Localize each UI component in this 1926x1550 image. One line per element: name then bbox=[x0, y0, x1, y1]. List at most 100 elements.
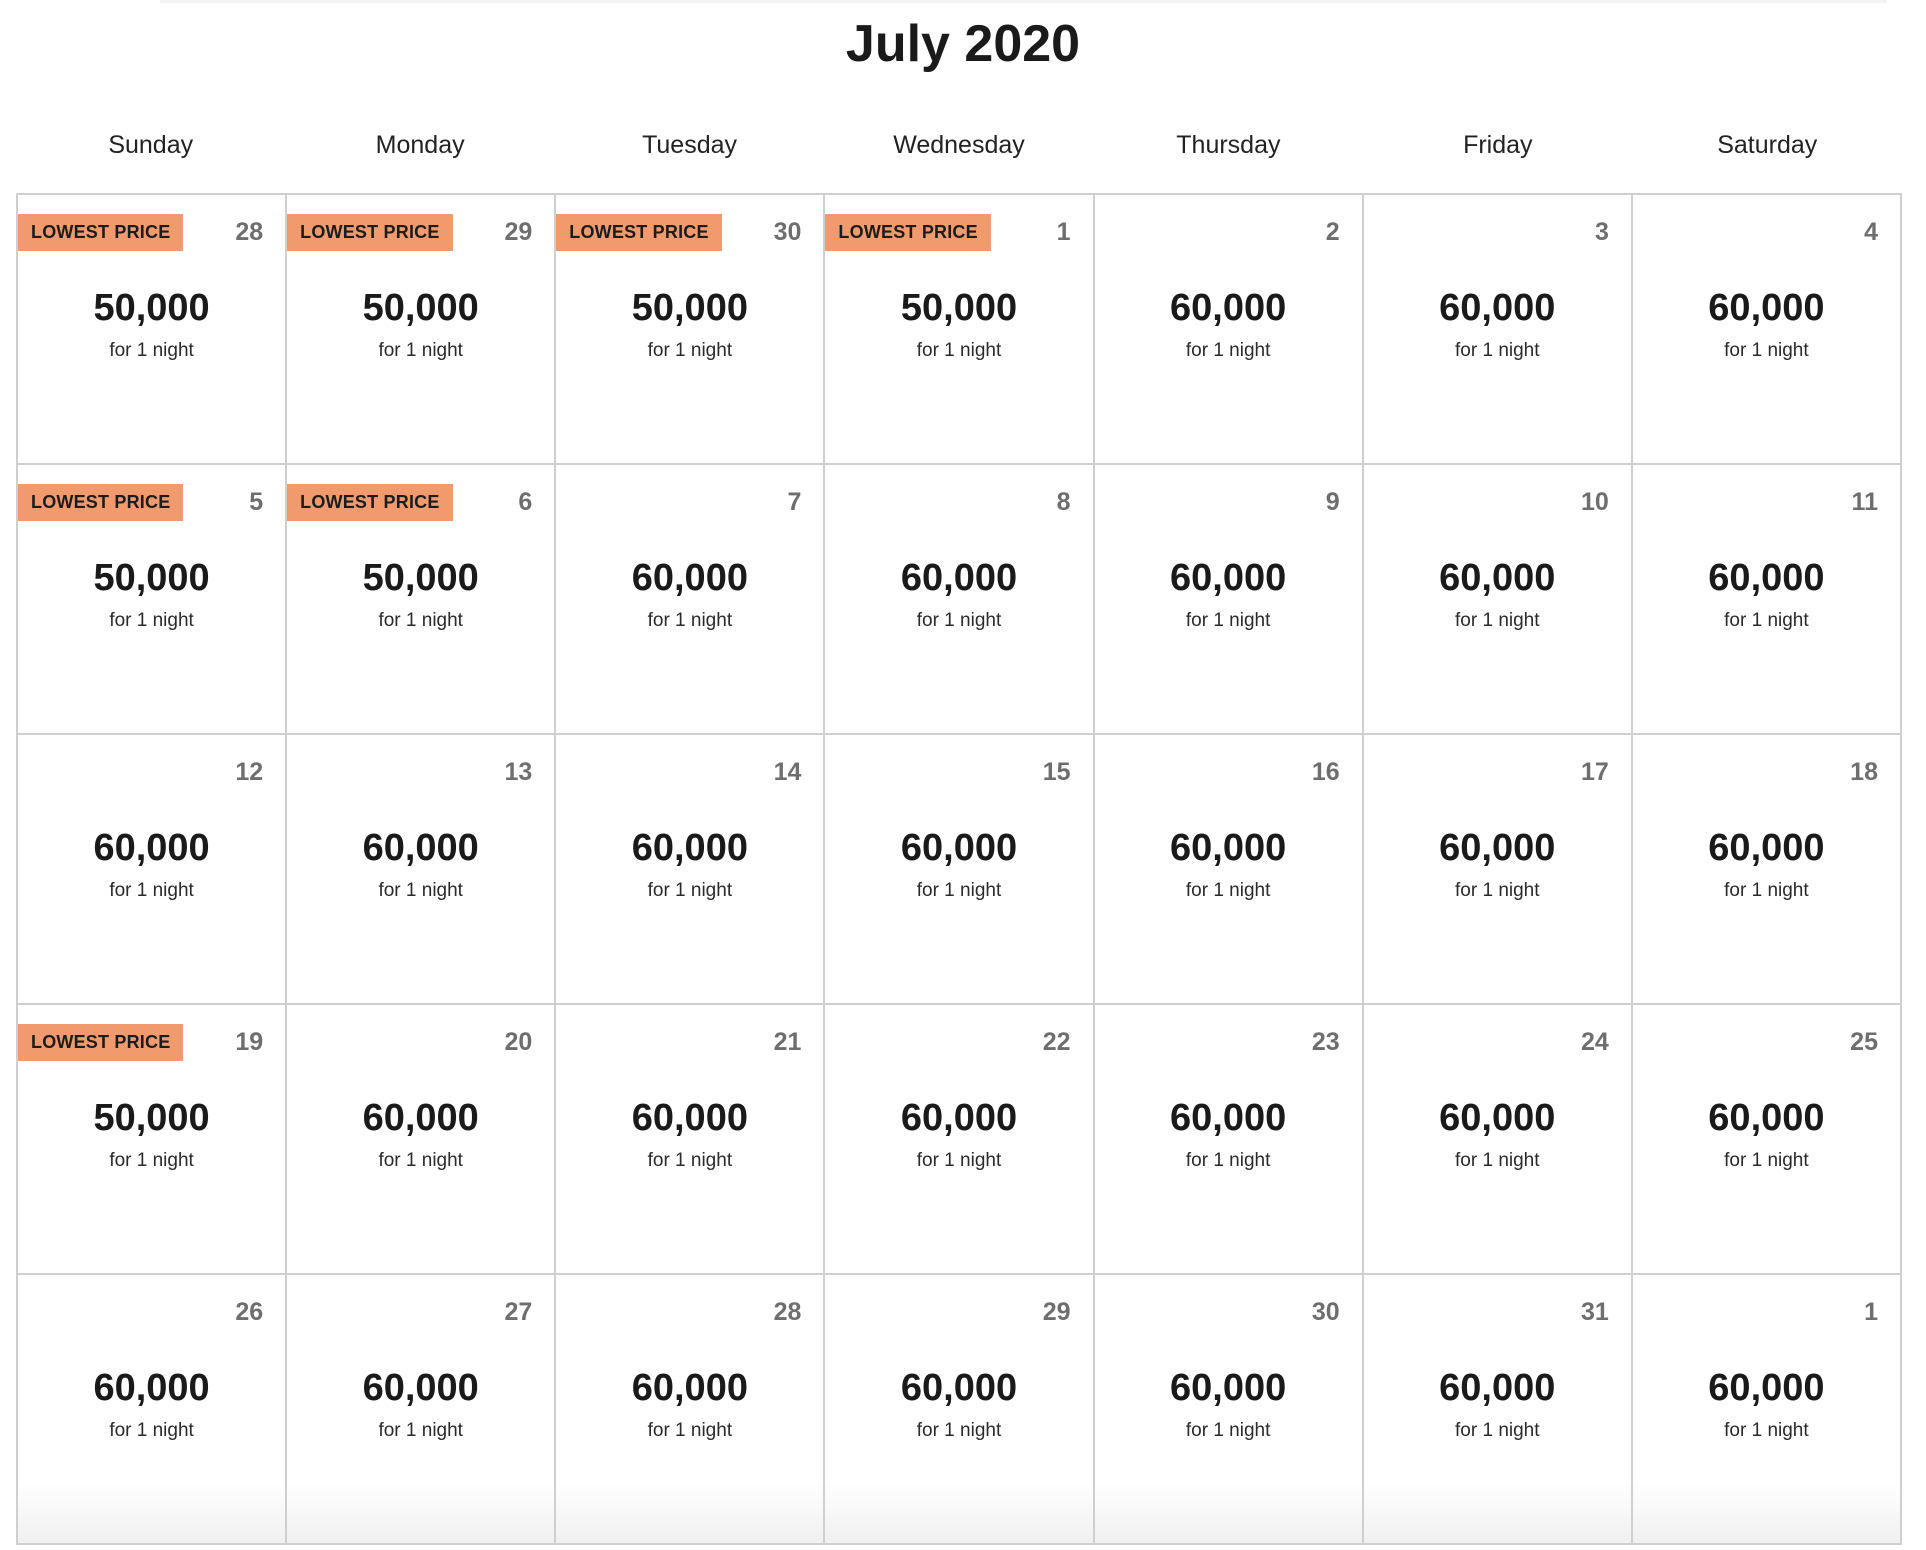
weekday-header: Sunday Monday Tuesday Wednesday Thursday… bbox=[16, 125, 1902, 165]
points-price: 50,000 bbox=[93, 287, 210, 329]
day-cell[interactable]: 11 60,000 for 1 night bbox=[1632, 465, 1902, 735]
day-cell[interactable]: 23 60,000 for 1 night bbox=[1094, 1005, 1364, 1275]
day-cell[interactable]: 14 60,000 for 1 night bbox=[556, 735, 826, 1005]
points-price: 60,000 bbox=[900, 1097, 1018, 1139]
day-cell[interactable]: 12 60,000 for 1 night bbox=[18, 735, 288, 1005]
day-number: 22 bbox=[1042, 1028, 1071, 1056]
day-cell[interactable]: 7 60,000 for 1 night bbox=[556, 465, 826, 735]
day-cell[interactable]: 25 60,000 for 1 night bbox=[1632, 1005, 1902, 1275]
points-price: 60,000 bbox=[631, 557, 748, 599]
nights-label: for 1 night bbox=[916, 1420, 1002, 1441]
weekday-friday: Friday bbox=[1463, 131, 1533, 159]
nights-label: for 1 night bbox=[1455, 340, 1540, 361]
points-price: 60,000 bbox=[631, 1097, 748, 1139]
points-price: 60,000 bbox=[1170, 1097, 1287, 1139]
day-number: 13 bbox=[504, 758, 533, 786]
points-price: 60,000 bbox=[362, 827, 479, 869]
nights-label: for 1 night bbox=[647, 340, 733, 361]
points-price: 50,000 bbox=[93, 557, 210, 599]
day-number: 3 bbox=[1594, 218, 1609, 246]
day-cell[interactable]: 15 60,000 for 1 night bbox=[825, 735, 1095, 1005]
day-number: 24 bbox=[1581, 1028, 1609, 1056]
nights-label: for 1 night bbox=[916, 340, 1002, 361]
day-cell[interactable]: 26 60,000 for 1 night bbox=[18, 1275, 288, 1545]
day-cell[interactable]: 31 60,000 for 1 night bbox=[1363, 1275, 1633, 1545]
weekday-monday: Monday bbox=[375, 131, 465, 159]
day-number: 15 bbox=[1042, 758, 1071, 786]
day-number: 6 bbox=[518, 488, 533, 516]
day-number: 29 bbox=[504, 218, 533, 246]
day-cell[interactable]: 1 60,000 for 1 night bbox=[1632, 1275, 1902, 1545]
day-number: 10 bbox=[1581, 488, 1609, 516]
day-cell[interactable]: 17 60,000 for 1 night bbox=[1363, 735, 1633, 1005]
day-cell[interactable]: 27 60,000 for 1 night bbox=[287, 1275, 557, 1545]
nights-label: for 1 night bbox=[378, 340, 463, 361]
day-cell[interactable]: 18 60,000 for 1 night bbox=[1632, 735, 1902, 1005]
day-cell[interactable]: LOWEST PRICE 19 50,000 for 1 night bbox=[18, 1005, 288, 1275]
points-price: 60,000 bbox=[1439, 287, 1556, 329]
day-cell[interactable]: LOWEST PRICE 6 50,000 for 1 night bbox=[287, 465, 557, 735]
nights-label: for 1 night bbox=[1724, 880, 1809, 901]
day-cell[interactable]: 4 60,000 for 1 night bbox=[1632, 195, 1902, 465]
day-cell[interactable]: LOWEST PRICE 30 50,000 for 1 night bbox=[556, 195, 826, 465]
day-cell[interactable]: 24 60,000 for 1 night bbox=[1363, 1005, 1633, 1275]
points-price: 60,000 bbox=[900, 557, 1018, 599]
points-price: 50,000 bbox=[631, 287, 748, 329]
nights-label: for 1 night bbox=[378, 1150, 463, 1171]
points-price: 60,000 bbox=[93, 827, 210, 869]
day-cell[interactable]: 3 60,000 for 1 night bbox=[1363, 195, 1633, 465]
day-cell[interactable]: 22 60,000 for 1 night bbox=[825, 1005, 1095, 1275]
nights-label: for 1 night bbox=[109, 1150, 194, 1171]
nights-label: for 1 night bbox=[647, 1150, 733, 1171]
day-number: 16 bbox=[1311, 758, 1340, 786]
day-cell[interactable]: 20 60,000 for 1 night bbox=[287, 1005, 557, 1275]
month-title: July 2020 bbox=[845, 15, 1081, 73]
points-price: 50,000 bbox=[900, 287, 1018, 329]
nights-label: for 1 night bbox=[378, 880, 463, 901]
bottom-fade bbox=[18, 1483, 286, 1543]
day-number: 4 bbox=[1864, 218, 1878, 246]
day-cell[interactable]: LOWEST PRICE 1 50,000 for 1 night bbox=[825, 195, 1095, 465]
day-cell[interactable]: LOWEST PRICE 29 50,000 for 1 night bbox=[287, 195, 557, 465]
day-number: 5 bbox=[249, 488, 264, 516]
points-price: 60,000 bbox=[900, 827, 1018, 869]
day-cell[interactable]: 28 60,000 for 1 night bbox=[556, 1275, 826, 1545]
day-number: 27 bbox=[504, 1298, 533, 1326]
day-cell[interactable]: 8 60,000 for 1 night bbox=[825, 465, 1095, 735]
day-cell[interactable]: 29 60,000 for 1 night bbox=[825, 1275, 1095, 1545]
day-number: 1 bbox=[1056, 218, 1071, 246]
day-cell[interactable]: 30 60,000 for 1 night bbox=[1094, 1275, 1364, 1545]
points-price: 50,000 bbox=[362, 287, 479, 329]
nights-label: for 1 night bbox=[1724, 1150, 1809, 1171]
day-number: 17 bbox=[1581, 758, 1609, 786]
day-cell[interactable]: 13 60,000 for 1 night bbox=[287, 735, 557, 1005]
lowest-price-badge: LOWEST PRICE bbox=[18, 214, 184, 251]
weekday-saturday: Saturday bbox=[1717, 131, 1818, 159]
weekday-wednesday: Wednesday bbox=[893, 131, 1025, 159]
day-number: 7 bbox=[787, 488, 802, 516]
nights-label: for 1 night bbox=[1185, 880, 1271, 901]
nights-label: for 1 night bbox=[916, 610, 1002, 631]
points-price: 50,000 bbox=[93, 1097, 210, 1139]
day-cell[interactable]: 10 60,000 for 1 night bbox=[1363, 465, 1633, 735]
nights-label: for 1 night bbox=[1455, 880, 1540, 901]
day-number: 28 bbox=[773, 1298, 802, 1326]
day-cell[interactable]: LOWEST PRICE 5 50,000 for 1 night bbox=[18, 465, 288, 735]
points-price: 60,000 bbox=[1439, 1367, 1556, 1409]
day-cell[interactable]: LOWEST PRICE 28 50,000 for 1 night bbox=[18, 195, 288, 465]
day-cell[interactable]: 16 60,000 for 1 night bbox=[1094, 735, 1364, 1005]
nights-label: for 1 night bbox=[647, 880, 733, 901]
points-price: 60,000 bbox=[1708, 827, 1825, 869]
nights-label: for 1 night bbox=[1455, 1420, 1540, 1441]
day-number: 30 bbox=[1311, 1298, 1340, 1326]
day-number: 19 bbox=[235, 1028, 264, 1056]
points-price: 60,000 bbox=[1439, 557, 1556, 599]
day-number: 20 bbox=[504, 1028, 533, 1056]
day-cell[interactable]: 9 60,000 for 1 night bbox=[1094, 465, 1364, 735]
weekday-tuesday: Tuesday bbox=[642, 131, 738, 159]
points-price: 60,000 bbox=[362, 1367, 479, 1409]
points-price: 60,000 bbox=[631, 827, 748, 869]
points-price: 60,000 bbox=[1708, 1367, 1825, 1409]
day-cell[interactable]: 21 60,000 for 1 night bbox=[556, 1005, 826, 1275]
day-cell[interactable]: 2 60,000 for 1 night bbox=[1094, 195, 1364, 465]
